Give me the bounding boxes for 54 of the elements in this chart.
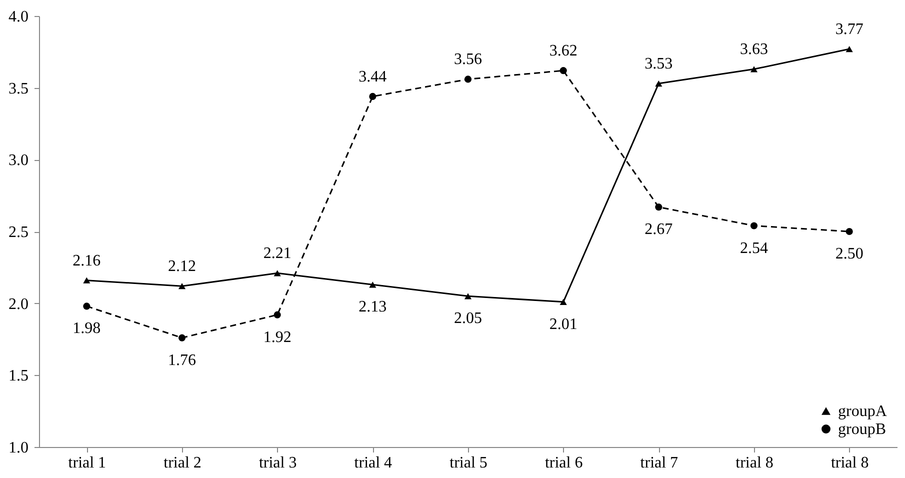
y-tick-label: 2.5 [8, 224, 28, 241]
data-label: 3.53 [644, 56, 673, 73]
point [83, 277, 90, 284]
x-tick-label: trial 8 [736, 454, 774, 472]
y-tick-label: 3.0 [8, 152, 28, 170]
data-label: 2.01 [549, 316, 578, 333]
point [178, 283, 186, 290]
legend-label: groupA [838, 403, 888, 420]
point [369, 282, 376, 288]
y-tick-label: 1.0 [8, 440, 28, 456]
x-tick-label: trial 5 [450, 454, 488, 472]
x-tick-label: trial 7 [640, 454, 678, 472]
point [655, 204, 662, 211]
data-label: 2.16 [72, 252, 101, 270]
x-tick-label: trial 1 [68, 454, 106, 472]
y-tick-label: 2.0 [8, 296, 28, 313]
point [178, 334, 186, 342]
data-label: 2.50 [835, 246, 864, 262]
data-label: 2.21 [263, 245, 292, 262]
point [560, 67, 567, 74]
point [846, 46, 853, 52]
data-label: 2.12 [168, 258, 196, 276]
point [464, 76, 472, 83]
x-tick-label: trial 3 [258, 454, 297, 472]
x-tick-label: trial 8 [830, 454, 869, 472]
point [464, 293, 472, 300]
point [274, 270, 281, 276]
point [750, 66, 758, 72]
data-label: 3.62 [549, 42, 578, 60]
data-label: 3.77 [835, 21, 864, 38]
point [83, 302, 90, 310]
point [369, 92, 376, 100]
data-label: 3.44 [358, 68, 387, 86]
point [274, 311, 281, 318]
data-label: 3.63 [740, 41, 768, 58]
point [750, 222, 758, 230]
data-label: 1.76 [168, 352, 196, 369]
y-tick-label: 1.5 [8, 368, 28, 385]
data-label: 1.92 [263, 328, 292, 346]
data-label: 2.54 [740, 240, 768, 257]
data-label: 2.05 [454, 310, 482, 328]
y-tick-label: 3.5 [8, 80, 28, 98]
x-tick-label: trial 2 [164, 454, 202, 472]
point [655, 80, 662, 87]
point [560, 298, 567, 305]
legend-label: groupB [838, 421, 886, 438]
x-tick-label: trial 6 [544, 454, 583, 472]
y-tick-label: 4.0 [8, 8, 28, 26]
data-label: 2.67 [644, 221, 673, 238]
x-tick-label: trial 4 [354, 454, 392, 472]
data-label: 1.98 [72, 320, 101, 338]
data-label: 3.56 [454, 51, 482, 68]
data-label: 2.13 [358, 298, 387, 316]
point [846, 228, 853, 236]
